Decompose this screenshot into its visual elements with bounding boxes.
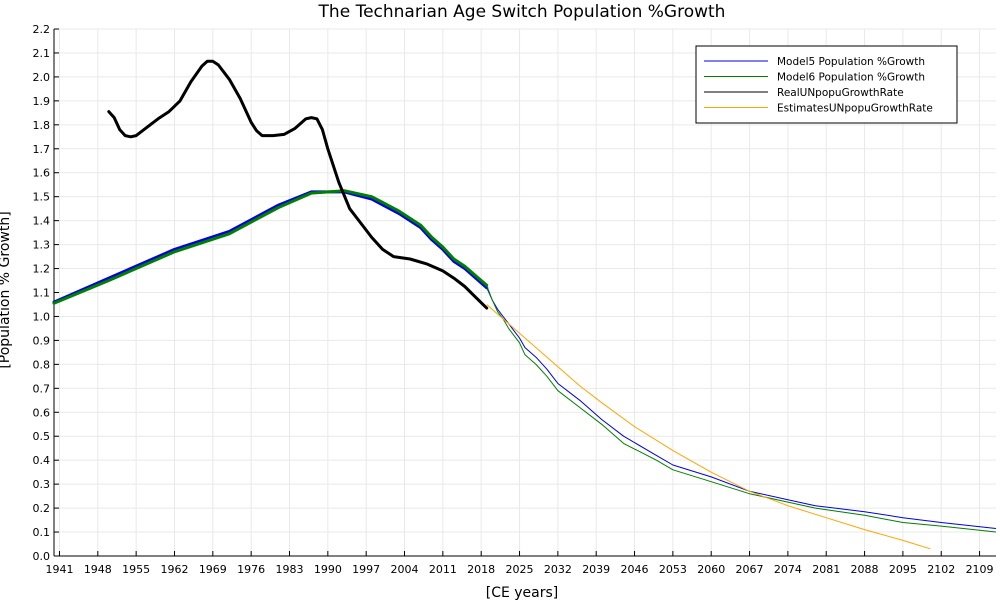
x-tick-label: 2018 [467, 563, 495, 576]
y-tick-label: 0.2 [33, 502, 51, 515]
y-tick-label: 1.9 [33, 95, 51, 108]
x-tick-label: 2046 [621, 563, 649, 576]
x-tick-label: 1955 [122, 563, 150, 576]
x-tick-label: 2004 [391, 563, 419, 576]
series-line-model5-historical [52, 190, 489, 304]
x-tick-label: 2025 [506, 563, 534, 576]
x-tick-label: 1983 [276, 563, 304, 576]
x-tick-label: 2088 [851, 563, 879, 576]
y-axis-title: [Population % Growth] [0, 211, 13, 368]
legend-label-real-un: RealUNpopuGrowthRate [777, 87, 904, 99]
x-tick-label: 1941 [45, 563, 73, 576]
y-tick-label: 1.6 [33, 167, 51, 180]
legend-label-model6: Model6 Population %Growth [777, 72, 925, 84]
x-tick-label: 1990 [314, 563, 342, 576]
y-tick-label: 1.2 [33, 263, 51, 276]
y-tick-label: 1.5 [33, 191, 51, 204]
x-tick-label: 1962 [160, 563, 188, 576]
x-tick-label: 1969 [199, 563, 227, 576]
x-tick-label: 2039 [582, 563, 610, 576]
legend-box [695, 45, 958, 124]
y-tick-label: 1.1 [33, 287, 51, 300]
y-tick-label: 2.2 [33, 23, 51, 36]
x-tick-label: 2109 [966, 563, 994, 576]
legend-label-model5: Model5 Population %Growth [777, 56, 925, 68]
y-tick-label: 1.4 [33, 215, 51, 228]
y-tick-label: 1.0 [33, 310, 51, 323]
y-tick-label: 0.1 [33, 526, 51, 539]
x-tick-label: 1997 [352, 563, 380, 576]
y-tick-label: 0.5 [33, 430, 51, 443]
y-tick-label: 0.3 [33, 478, 51, 491]
y-tick-label: 1.3 [33, 239, 51, 252]
y-tick-label: 1.8 [33, 119, 51, 132]
x-axis-title: [CE years] [486, 585, 559, 600]
y-tick-label: 0.7 [33, 382, 51, 395]
x-tick-label: 2067 [736, 563, 764, 576]
legend: Model5 Population %Growth Model6 Populati… [695, 45, 958, 124]
chart-title: The Technarian Age Switch Population %Gr… [318, 2, 726, 22]
x-tick-label: 2053 [659, 563, 687, 576]
series-lines [52, 59, 997, 550]
series-line-model6-historical [52, 189, 489, 305]
x-tick-label: 2011 [429, 563, 457, 576]
series-line-real-un-historical [107, 59, 489, 310]
y-tick-label: 2.0 [33, 71, 51, 84]
series-line-estimates-un-projection [486, 304, 931, 550]
y-tick-label: 0.8 [33, 358, 51, 371]
x-tick-label: 2074 [774, 563, 802, 576]
y-tick-label: 1.7 [33, 143, 51, 156]
x-tick-label: 1948 [84, 563, 112, 576]
y-tick-label: 0.0 [33, 550, 51, 563]
x-tick-label: 2060 [697, 563, 725, 576]
x-tick-label: 1976 [237, 563, 265, 576]
y-tick-label: 0.6 [33, 406, 51, 419]
x-tick-label: 2081 [812, 563, 840, 576]
legend-label-estimates-un: EstimatesUNpopuGrowthRate [777, 103, 933, 115]
series-line-model6-projection [486, 285, 997, 533]
tick-labels: 0.0 0.1 0.2 0.3 0.4 0.5 0.6 0.7 0.8 0.9 1.0 1.1 1.2 1… [33, 23, 994, 576]
y-tick-label: 0.9 [33, 334, 51, 347]
axis-frame [53, 28, 996, 557]
x-tick-label: 2102 [927, 563, 955, 576]
y-tick-label: 0.4 [33, 454, 51, 467]
x-tick-label: 2095 [889, 563, 917, 576]
y-tick-label: 2.1 [33, 47, 51, 60]
x-tick-label: 2032 [544, 563, 572, 576]
